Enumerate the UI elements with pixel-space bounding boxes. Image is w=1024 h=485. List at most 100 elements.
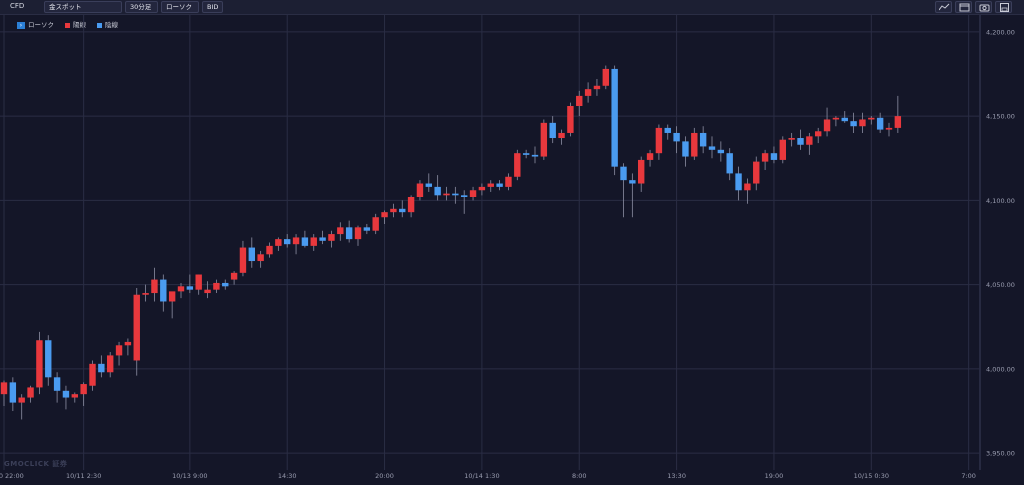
candle-body <box>328 234 335 241</box>
candle-body <box>761 153 769 162</box>
calendar-icon[interactable] <box>955 1 972 13</box>
down-candle <box>531 146 539 164</box>
candle-body <box>443 193 450 196</box>
down-candle <box>708 136 716 159</box>
down-candle <box>673 126 680 154</box>
legend-up-label: 陽線 <box>73 21 86 29</box>
candle-body <box>620 166 627 181</box>
candle-body <box>682 141 689 157</box>
up-candle <box>381 210 388 224</box>
candle-body <box>89 363 96 386</box>
legend-toggle[interactable]: › ローソク <box>17 19 54 29</box>
down-candle <box>549 116 556 144</box>
market-label: CFD <box>10 2 25 10</box>
x-tick-label: 8:00 <box>572 472 587 480</box>
candle-body <box>584 89 592 96</box>
candle-body <box>434 186 441 196</box>
up-candle <box>558 129 565 145</box>
up-candle <box>894 95 902 133</box>
up-candle <box>744 178 751 204</box>
candle-body <box>186 286 194 290</box>
camera-icon[interactable] <box>975 1 992 13</box>
candle-body <box>319 237 326 241</box>
candle-body <box>266 245 273 255</box>
x-tick-label: 19:00 <box>765 472 784 480</box>
candle-body <box>160 279 167 302</box>
candle-body <box>602 68 609 86</box>
candle-body <box>638 159 645 184</box>
candle-body <box>425 183 432 187</box>
candle-body <box>788 138 795 140</box>
down-candle <box>160 274 167 312</box>
candle-body <box>62 390 70 398</box>
down-candle <box>797 129 804 150</box>
candle-body <box>567 106 574 133</box>
up-candle <box>779 136 786 164</box>
up-candle <box>204 281 211 299</box>
chart-grid <box>0 15 981 470</box>
x-tick-label: 20:00 <box>375 472 394 480</box>
line-chart-icon[interactable] <box>935 1 952 13</box>
down-candle <box>9 377 17 412</box>
up-candle <box>142 284 149 302</box>
candle-body <box>27 387 34 398</box>
candle-body <box>876 117 884 130</box>
save-icon[interactable] <box>995 1 1012 13</box>
candle-body <box>629 180 636 184</box>
candle-body <box>310 237 317 246</box>
x-axis: 10/10 22:00 10/11 2:30 10/13 9:00 14:30 20:0… <box>0 472 976 480</box>
candle-body <box>699 132 707 147</box>
down-candle <box>62 385 70 410</box>
candle-body <box>381 212 388 218</box>
down-candle <box>611 65 618 176</box>
candle-body <box>239 247 247 273</box>
candle-body <box>505 176 512 187</box>
candle-body <box>363 227 371 231</box>
up-candle <box>292 234 300 255</box>
up-candle <box>27 385 34 403</box>
y-tick-label: 4,150.00 <box>986 113 1015 121</box>
up-candle <box>0 380 8 406</box>
candle-body <box>478 186 486 191</box>
candle-body <box>673 132 680 142</box>
up-candle <box>89 360 96 391</box>
up-candle <box>168 291 176 319</box>
price-type-select[interactable]: BID <box>202 1 223 13</box>
candle-body <box>850 121 857 127</box>
candle-body <box>708 146 716 150</box>
candle-body <box>770 153 778 160</box>
candle-body <box>124 341 132 346</box>
symbol-select[interactable]: 金スポット <box>44 1 122 13</box>
x-tick-label: 10/13 9:00 <box>172 472 207 480</box>
candle-body <box>841 117 848 122</box>
down-candle <box>186 274 194 294</box>
y-tick-label: 3,950.00 <box>986 450 1015 458</box>
candle-body <box>222 282 229 287</box>
candle-body <box>399 208 406 213</box>
candle-body <box>496 183 503 187</box>
interval-select[interactable]: 30分足 <box>125 1 158 13</box>
down-candle <box>345 220 353 243</box>
candle-body <box>868 117 875 120</box>
candle-body <box>45 340 52 378</box>
up-candle <box>310 234 317 251</box>
chart-toolbar: CFD 金スポット 30分足 ローソク BID <box>0 0 1024 15</box>
x-tick-label: 14:30 <box>278 472 297 480</box>
chart-style-select[interactable]: ローソク <box>161 1 199 13</box>
up-candle <box>239 240 247 277</box>
up-candle <box>416 180 424 201</box>
candle-body <box>257 254 264 262</box>
y-tick-label: 4,050.00 <box>986 281 1015 289</box>
candle-body <box>301 237 309 246</box>
candle-body <box>522 153 530 155</box>
candle-body <box>53 377 61 391</box>
up-candle <box>638 156 645 192</box>
candle-body <box>230 272 238 280</box>
candle-body <box>611 68 618 167</box>
x-tick-label: 10/11 2:30 <box>66 472 101 480</box>
candle-body <box>18 397 25 403</box>
up-candle <box>407 195 415 218</box>
candle-body <box>735 173 742 191</box>
down-candle <box>284 234 291 248</box>
up-candle <box>584 82 592 103</box>
